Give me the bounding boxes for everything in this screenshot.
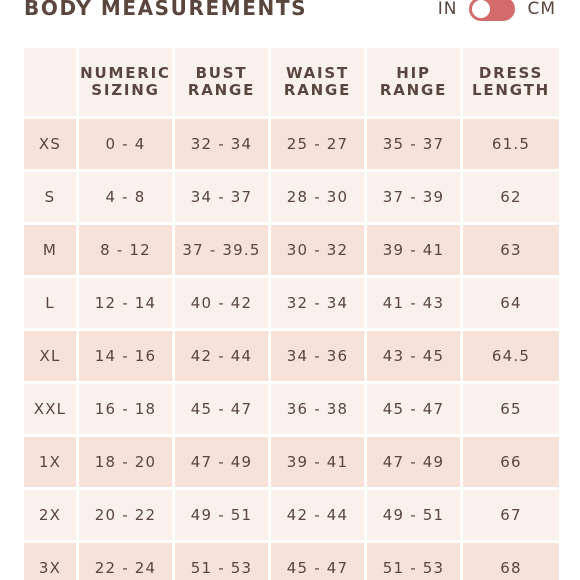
dress-length-cell: 66	[463, 437, 559, 487]
waist-range-cell: 25 - 27	[271, 119, 364, 169]
bust-range-cell: 45 - 47	[175, 384, 268, 434]
numeric-sizing-cell: 22 - 24	[79, 543, 172, 580]
header-size	[24, 48, 76, 116]
header-waist-range: WAIST RANGE	[271, 48, 364, 116]
page-title: BODY MEASUREMENTS	[24, 0, 308, 20]
dress-length-cell: 65	[463, 384, 559, 434]
header-bust-range: BUST RANGE	[175, 48, 268, 116]
waist-range-cell: 39 - 41	[271, 437, 364, 487]
size-cell: XS	[24, 119, 76, 169]
header-numeric-sizing: NUMERIC SIZING	[79, 48, 172, 116]
size-cell: XL	[24, 331, 76, 381]
waist-range-cell: 28 - 30	[271, 172, 364, 222]
unit-label-cm[interactable]: CM	[527, 0, 556, 19]
header-hip-range: HIP RANGE	[367, 48, 460, 116]
waist-range-cell: 32 - 34	[271, 278, 364, 328]
numeric-sizing-cell: 0 - 4	[79, 119, 172, 169]
table-body: XS 0 - 4 32 - 34 25 - 27 35 - 37 61.5 S …	[24, 119, 559, 580]
unit-switch[interactable]	[469, 0, 516, 21]
size-cell: 2X	[24, 490, 76, 540]
numeric-sizing-cell: 16 - 18	[79, 384, 172, 434]
waist-range-cell: 45 - 47	[271, 543, 364, 580]
hip-range-cell: 47 - 49	[367, 437, 460, 487]
numeric-sizing-cell: 4 - 8	[79, 172, 172, 222]
dress-length-cell: 64	[463, 278, 559, 328]
bust-range-cell: 47 - 49	[175, 437, 268, 487]
dress-length-cell: 67	[463, 490, 559, 540]
hip-range-cell: 41 - 43	[367, 278, 460, 328]
bust-range-cell: 51 - 53	[175, 543, 268, 580]
unit-label-in[interactable]: IN	[437, 0, 458, 19]
numeric-sizing-cell: 12 - 14	[79, 278, 172, 328]
size-cell: XXL	[24, 384, 76, 434]
table-row: 3X 22 - 24 51 - 53 45 - 47 51 - 53 68	[24, 543, 559, 580]
size-cell: M	[24, 225, 76, 275]
numeric-sizing-cell: 20 - 22	[79, 490, 172, 540]
hip-range-cell: 49 - 51	[367, 490, 460, 540]
hip-range-cell: 43 - 45	[367, 331, 460, 381]
table-row: 2X 20 - 22 49 - 51 42 - 44 49 - 51 67	[24, 490, 559, 540]
bust-range-cell: 42 - 44	[175, 331, 268, 381]
waist-range-cell: 36 - 38	[271, 384, 364, 434]
switch-knob	[472, 0, 491, 18]
hip-range-cell: 35 - 37	[367, 119, 460, 169]
header: BODY MEASUREMENTS IN CM	[0, 0, 580, 40]
numeric-sizing-cell: 18 - 20	[79, 437, 172, 487]
hip-range-cell: 45 - 47	[367, 384, 460, 434]
header-dress-length: DRESS LENGTH	[463, 48, 559, 116]
table-row: L 12 - 14 40 - 42 32 - 34 41 - 43 64	[24, 278, 559, 328]
numeric-sizing-cell: 8 - 12	[79, 225, 172, 275]
bust-range-cell: 32 - 34	[175, 119, 268, 169]
table-row: XL 14 - 16 42 - 44 34 - 36 43 - 45 64.5	[24, 331, 559, 381]
measurements-table-wrapper: NUMERIC SIZING BUST RANGE WAIST RANGE HI…	[24, 45, 559, 580]
dress-length-cell: 68	[463, 543, 559, 580]
unit-toggle[interactable]: IN CM	[438, 0, 556, 21]
waist-range-cell: 34 - 36	[271, 331, 364, 381]
hip-range-cell: 39 - 41	[367, 225, 460, 275]
size-cell: L	[24, 278, 76, 328]
table-row: XS 0 - 4 32 - 34 25 - 27 35 - 37 61.5	[24, 119, 559, 169]
numeric-sizing-cell: 14 - 16	[79, 331, 172, 381]
hip-range-cell: 37 - 39	[367, 172, 460, 222]
dress-length-cell: 64.5	[463, 331, 559, 381]
dress-length-cell: 61.5	[463, 119, 559, 169]
table-row: S 4 - 8 34 - 37 28 - 30 37 - 39 62	[24, 172, 559, 222]
size-cell: 1X	[24, 437, 76, 487]
size-cell: S	[24, 172, 76, 222]
table-row: M 8 - 12 37 - 39.5 30 - 32 39 - 41 63	[24, 225, 559, 275]
table-row: XXL 16 - 18 45 - 47 36 - 38 45 - 47 65	[24, 384, 559, 434]
waist-range-cell: 42 - 44	[271, 490, 364, 540]
bust-range-cell: 34 - 37	[175, 172, 268, 222]
waist-range-cell: 30 - 32	[271, 225, 364, 275]
bust-range-cell: 49 - 51	[175, 490, 268, 540]
measurements-table: NUMERIC SIZING BUST RANGE WAIST RANGE HI…	[21, 45, 562, 580]
dress-length-cell: 62	[463, 172, 559, 222]
table-row: 1X 18 - 20 47 - 49 39 - 41 47 - 49 66	[24, 437, 559, 487]
hip-range-cell: 51 - 53	[367, 543, 460, 580]
table-header-row: NUMERIC SIZING BUST RANGE WAIST RANGE HI…	[24, 48, 559, 116]
size-cell: 3X	[24, 543, 76, 580]
bust-range-cell: 37 - 39.5	[175, 225, 268, 275]
dress-length-cell: 63	[463, 225, 559, 275]
bust-range-cell: 40 - 42	[175, 278, 268, 328]
